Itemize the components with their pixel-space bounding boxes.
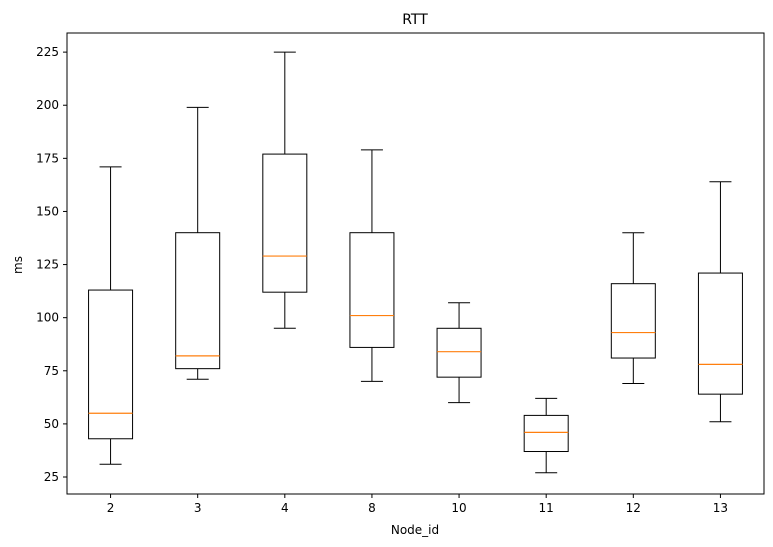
iqr-box bbox=[175, 232, 221, 370]
y-tick-label: 125 bbox=[36, 258, 59, 272]
box-group-13 bbox=[697, 181, 743, 423]
y-tick-label: 175 bbox=[36, 151, 59, 165]
y-tick-label: 75 bbox=[44, 364, 59, 378]
box-group-3 bbox=[175, 106, 221, 380]
plot-frame bbox=[66, 32, 765, 495]
x-tick-label: 8 bbox=[368, 501, 376, 515]
y-axis-title: ms bbox=[11, 256, 25, 274]
x-tick-label: 2 bbox=[107, 501, 115, 515]
y-tick-label: 200 bbox=[36, 98, 59, 112]
iqr-box bbox=[697, 272, 743, 395]
iqr-box bbox=[88, 289, 134, 440]
x-tick-label: 11 bbox=[539, 501, 554, 515]
box-group-12 bbox=[610, 232, 656, 385]
x-tick-label: 13 bbox=[713, 501, 728, 515]
y-tick-label: 25 bbox=[44, 470, 59, 484]
x-tick-label: 4 bbox=[281, 501, 289, 515]
x-tick-label: 10 bbox=[451, 501, 466, 515]
y-tick-label: 50 bbox=[44, 417, 59, 431]
plot-area: 25 50 75 100 125 150 175 200 225 2 3 4 8 10 11 12 13 bbox=[36, 32, 765, 515]
chart-title: RTT bbox=[402, 12, 428, 28]
x-axis-title: Node_id bbox=[391, 523, 439, 537]
box-group-4 bbox=[262, 51, 308, 329]
iqr-box bbox=[262, 153, 308, 293]
iqr-box bbox=[523, 414, 569, 453]
y-tick-label: 100 bbox=[36, 311, 59, 325]
box-group-10 bbox=[436, 302, 482, 404]
box-group-2 bbox=[88, 166, 134, 465]
x-tick-label: 3 bbox=[194, 501, 202, 515]
x-tick-label: 12 bbox=[626, 501, 641, 515]
box-group-11 bbox=[523, 397, 569, 474]
iqr-box bbox=[436, 327, 482, 378]
iqr-box bbox=[349, 232, 395, 348]
y-tick-label: 225 bbox=[36, 45, 59, 59]
y-tick-label: 150 bbox=[36, 204, 59, 218]
iqr-box bbox=[610, 283, 656, 359]
box-group-8 bbox=[349, 149, 395, 382]
